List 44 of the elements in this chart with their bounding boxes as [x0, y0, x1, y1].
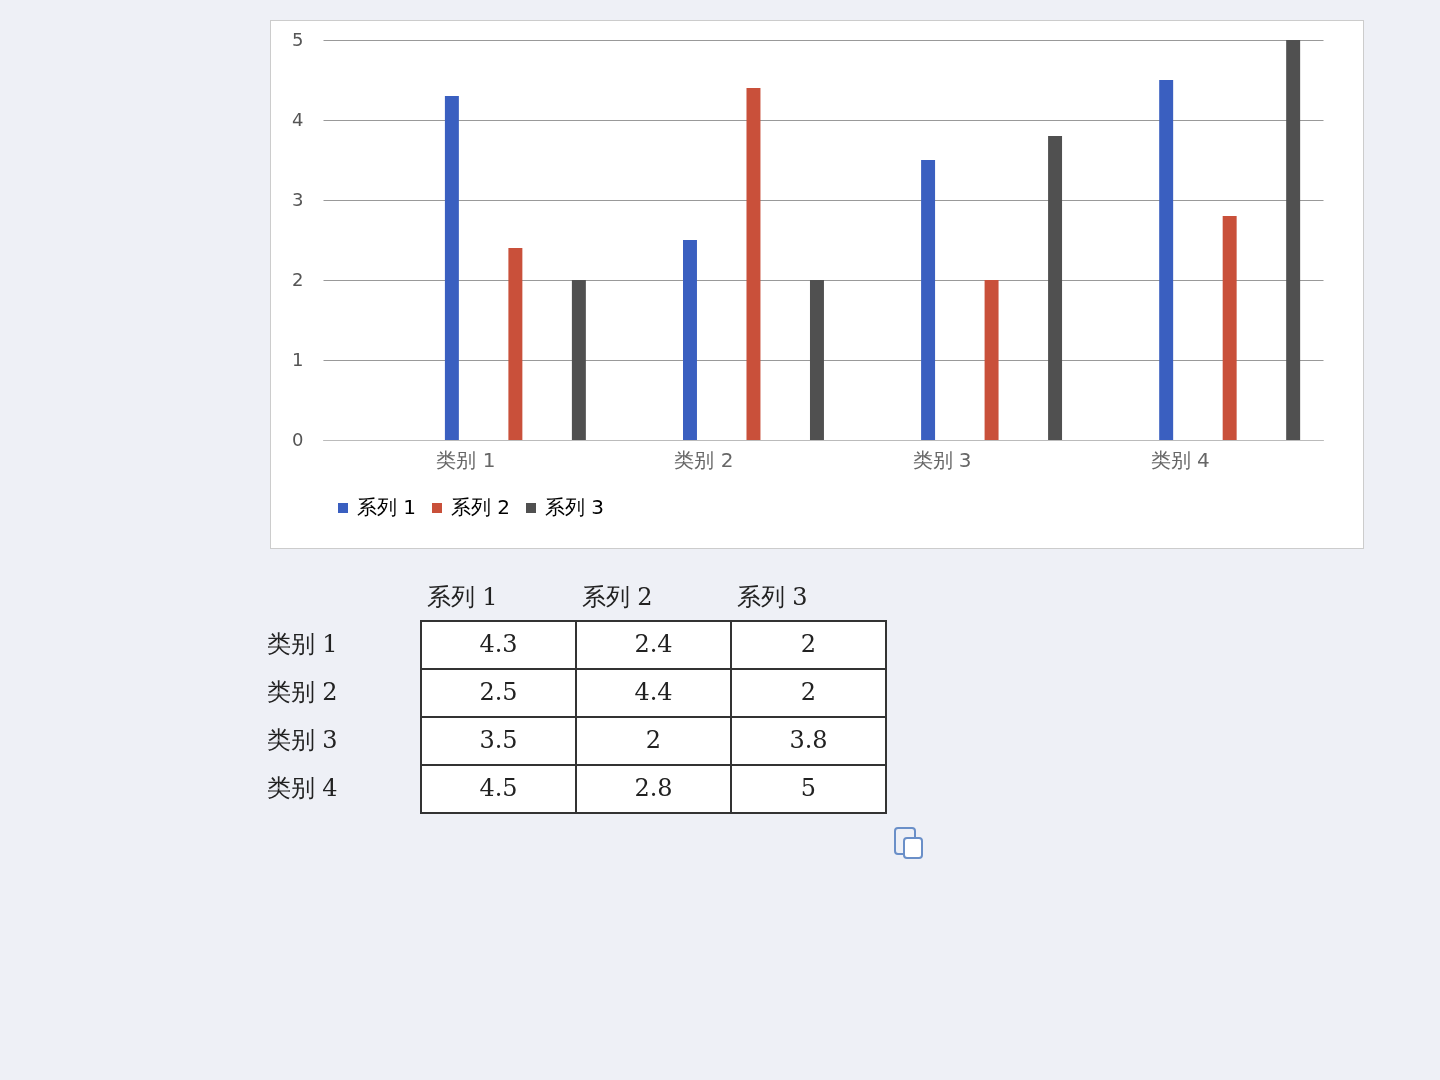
- bar: [444, 96, 459, 440]
- bar: [1048, 136, 1063, 440]
- y-tick-label: 5: [292, 28, 304, 50]
- bar: [746, 88, 761, 440]
- legend-label: 系列 1: [357, 495, 417, 519]
- y-tick-label: 类别 2: [266, 678, 338, 706]
- bar: [683, 240, 697, 440]
- data-label: 4.3: [479, 630, 518, 658]
- data-label: 4.5: [479, 774, 518, 802]
- y-tick-label: 类别 3: [266, 726, 338, 754]
- bar: [571, 280, 586, 440]
- data-label: 2: [800, 678, 817, 706]
- data-label: 4.4: [634, 678, 673, 706]
- y-tick-label: 3: [292, 188, 304, 210]
- bar: [984, 280, 999, 440]
- y-tick-label: 类别 4: [266, 774, 338, 802]
- bar: [1286, 40, 1301, 440]
- data-label: 2: [645, 726, 662, 754]
- data-label: 3.5: [479, 726, 518, 754]
- y-tick-label: 0: [292, 428, 304, 450]
- x-tick-label: 类别 4: [1150, 447, 1210, 472]
- data-label: 5: [800, 774, 817, 802]
- x-tick-label: 类别 2: [674, 447, 734, 472]
- x-tick-label: 类别 3: [912, 447, 972, 472]
- y-tick-label: 类别 1: [266, 630, 338, 658]
- y-tick-label: 1: [292, 348, 304, 370]
- data-label: 3.8: [789, 726, 828, 754]
- data-label: 2.5: [479, 678, 518, 706]
- data-label: 2: [800, 630, 817, 658]
- y-tick-label: 2: [292, 268, 304, 290]
- bar: [809, 280, 824, 440]
- bar: [921, 160, 936, 440]
- data-label: 2.4: [634, 630, 673, 658]
- legend-label: 系列 2: [451, 495, 511, 519]
- y-tick-label: 4: [292, 108, 304, 130]
- bar: [508, 248, 523, 440]
- data-label: 2.8: [634, 774, 673, 802]
- x-tick-label: 系列 2: [581, 582, 653, 611]
- x-tick-label: 类别 1: [436, 447, 496, 472]
- legend-label: 系列 3: [545, 495, 605, 519]
- bar: [1159, 80, 1174, 440]
- bar: [1222, 216, 1237, 440]
- x-tick-label: 系列 1: [426, 582, 498, 611]
- x-tick-label: 系列 3: [736, 582, 808, 611]
